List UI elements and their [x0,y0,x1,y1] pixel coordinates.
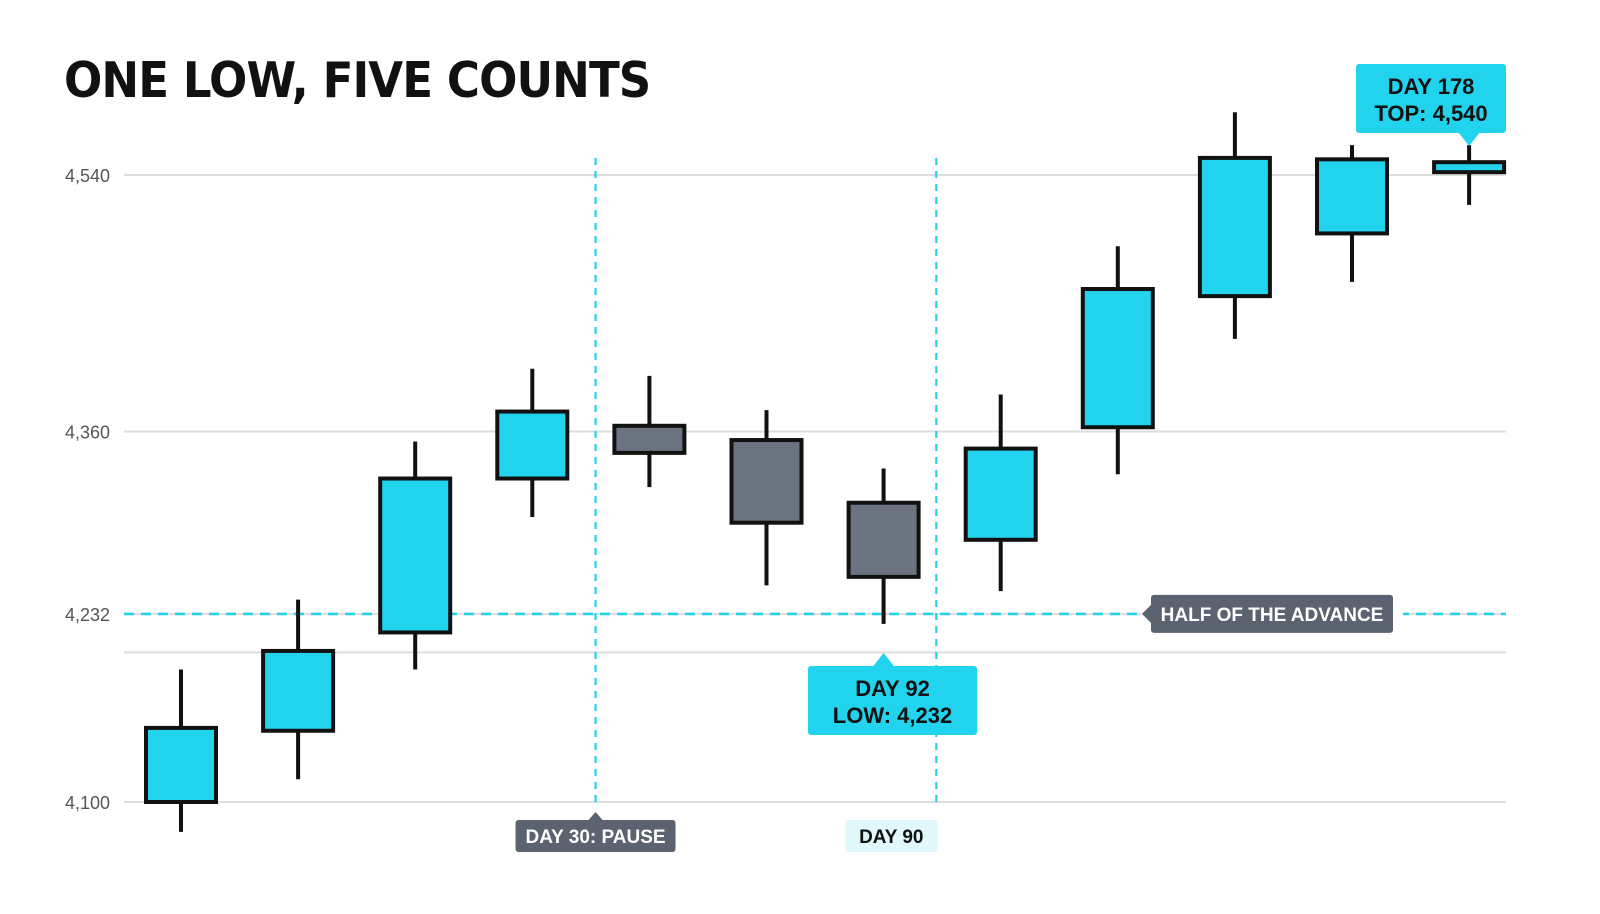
marker-tag-box [845,820,938,852]
candle-body [1315,157,1389,236]
candles [144,112,1507,832]
candle-body [261,648,336,733]
candle [1080,246,1155,475]
candle [729,410,804,586]
callout-box [808,666,977,735]
marker-tag-label: DAY 30: PAUSE [525,827,665,848]
chart-title: ONE LOW, FIVE COUNTS [64,52,651,109]
candle-body [495,409,570,481]
y-axis-ticks: 4,100 4,232 4,360 4,540 [65,166,110,813]
callout-line-1: DAY 92 [855,676,930,701]
reference-label: HALF OF THE ADVANCE [1161,605,1384,626]
candle [495,368,570,517]
callout-pointer [872,653,895,667]
y-tick-label: 4,100 [65,793,110,813]
candle [144,669,218,832]
candle-body [963,446,1038,542]
marker-tag-box [515,820,676,852]
reference-label-pointer [1142,604,1151,623]
candle-body [1197,155,1272,299]
candle [1432,145,1507,205]
candle-body [144,725,218,805]
candle-body [1432,160,1507,175]
reference-line: HALF OF THE ADVANCE [124,590,1506,637]
candle [378,441,453,670]
marker-tag-label: DAY 90 [859,827,923,848]
callout-box [1356,64,1506,133]
candle-body [846,500,921,579]
callout-pointer [1458,132,1481,146]
candle [261,599,336,780]
candle [1315,145,1389,282]
y-tick-label: 4,540 [65,166,110,186]
candle-body [729,438,804,525]
callout-line-2: LOW: 4,232 [833,703,952,728]
candle [846,468,921,624]
candle-body [378,476,453,635]
reference-label-box [1151,594,1393,633]
candle-body [1080,287,1155,430]
candle-body [612,423,687,455]
marker-tag-pointer [588,812,603,820]
candle [612,375,687,488]
candle [963,394,1038,592]
callout-line-1: DAY 178 [1388,74,1475,99]
callout-line-2: TOP: 4,540 [1374,101,1487,126]
y-tick-label: 4,360 [65,423,110,443]
y-tick-label: 4,232 [65,605,110,625]
candle [1197,112,1272,339]
